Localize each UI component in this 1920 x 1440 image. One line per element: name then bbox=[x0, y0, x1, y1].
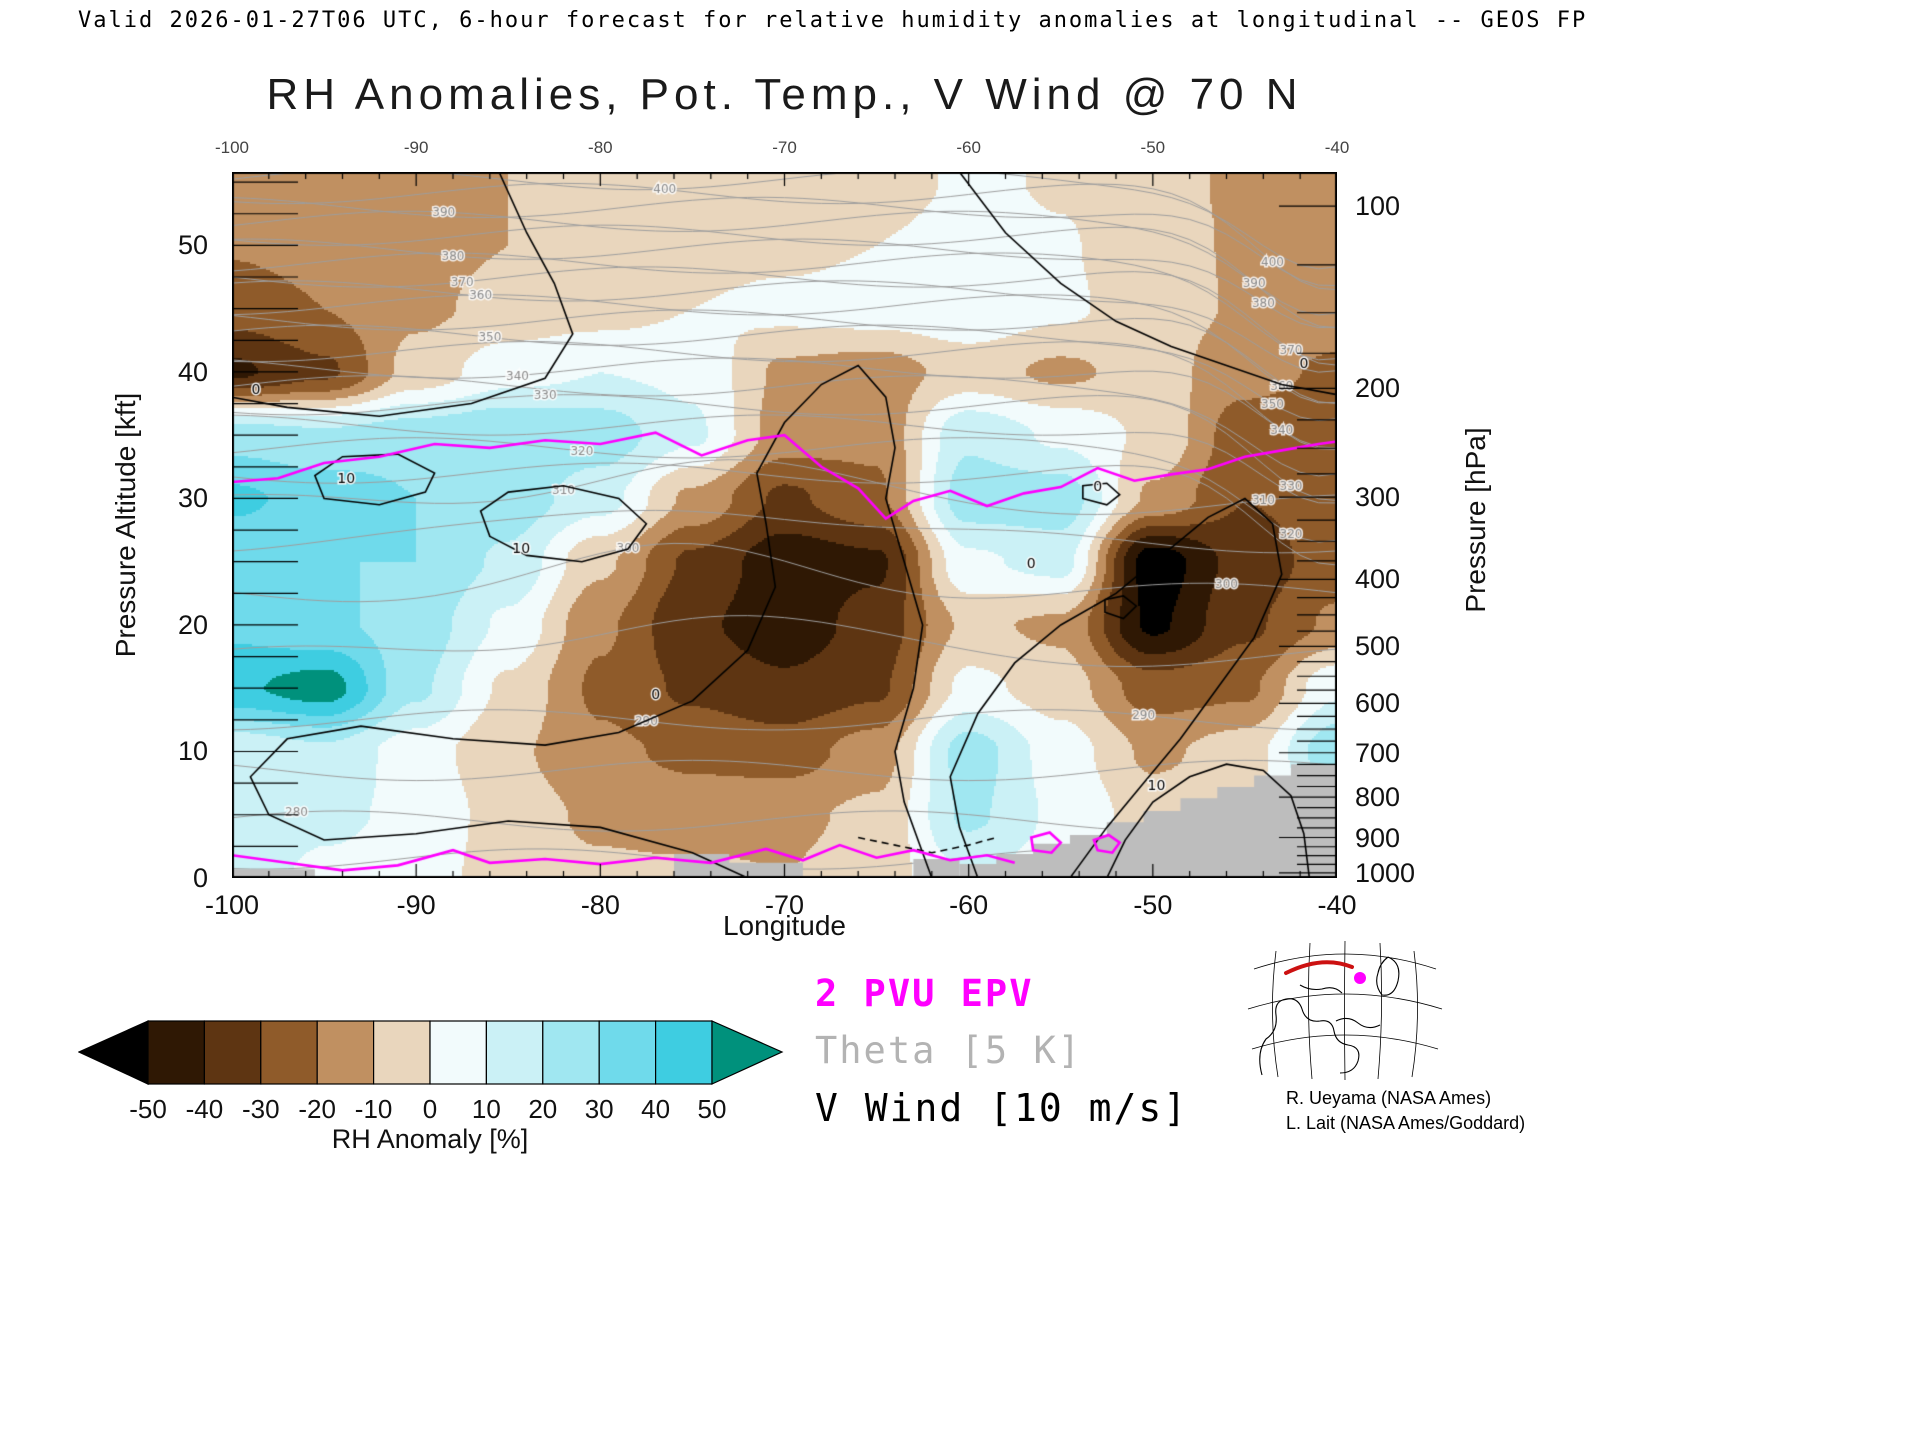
x-tick-label: -60 bbox=[949, 890, 989, 920]
page-title: RH Anomalies, Pot. Temp., V Wind @ 70 N bbox=[266, 70, 1303, 119]
colorbar-tick-label: 0 bbox=[422, 1094, 438, 1124]
x-top-tick-label: -40 bbox=[1324, 138, 1350, 157]
legend-v-wind: V Wind [10 m/s] bbox=[815, 1086, 1189, 1130]
legend-pvu-epv: 2 PVU EPV bbox=[815, 972, 1034, 1015]
y-left-tick-label: 0 bbox=[192, 863, 208, 893]
colorbar-segment bbox=[373, 1020, 431, 1085]
colorbar-tick-label: 20 bbox=[528, 1094, 558, 1124]
y-right-tick-label: 900 bbox=[1355, 822, 1401, 853]
rh-anomaly-field-canvas bbox=[232, 172, 1337, 878]
y-right-tick-label: 700 bbox=[1355, 737, 1401, 768]
x-tick-label: -90 bbox=[396, 890, 436, 920]
colorbar-left-arrow bbox=[78, 1020, 149, 1085]
inset-cross-section-marker bbox=[1354, 972, 1366, 984]
colorbar-tick-label: -10 bbox=[354, 1094, 393, 1124]
colorbar-segment bbox=[654, 1020, 713, 1085]
x-top-tick-label: -100 bbox=[214, 138, 250, 157]
x-tick-label: -40 bbox=[1317, 890, 1357, 920]
x-top-tick-label: -60 bbox=[956, 138, 981, 157]
inset-map bbox=[1247, 940, 1443, 1081]
colorbar-tick-label: 40 bbox=[641, 1094, 671, 1124]
y-right-tick-label: 100 bbox=[1355, 191, 1401, 222]
inset-coastlines bbox=[1259, 956, 1400, 1076]
inset-70n-line bbox=[1284, 960, 1354, 975]
valid-line: Valid 2026-01-27T06 UTC, 6-hour forecast… bbox=[78, 8, 1588, 33]
y-right-tick-label: 1000 bbox=[1355, 857, 1416, 888]
y-left-tick-label: 20 bbox=[177, 609, 208, 640]
x-top-tick-label: -80 bbox=[588, 138, 613, 157]
y-left-tick-label: 10 bbox=[177, 736, 208, 767]
y-left-tick-label: 30 bbox=[177, 483, 208, 514]
x-axis-label: Longitude bbox=[722, 910, 846, 941]
y-right-tick-label: 300 bbox=[1355, 482, 1401, 513]
colorbar-segment bbox=[429, 1020, 488, 1085]
colorbar-tick-label: -40 bbox=[185, 1094, 224, 1124]
colorbar-tick-label: -30 bbox=[242, 1094, 280, 1124]
x-top-tick-label: -50 bbox=[1140, 138, 1166, 157]
x-top-tick-label: -90 bbox=[403, 138, 429, 157]
colorbar-segment bbox=[147, 1020, 206, 1085]
credit-line-2: L. Lait (NASA Ames/Goddard) bbox=[1286, 1113, 1526, 1133]
colorbar-label: RH Anomaly [%] bbox=[331, 1124, 529, 1154]
credits: R. Ueyama (NASA Ames) L. Lait (NASA Ames… bbox=[1286, 1086, 1525, 1136]
y-right-tick-label: 600 bbox=[1355, 688, 1401, 719]
colorbar-segment bbox=[203, 1020, 262, 1085]
x-tick-label: -70 bbox=[764, 890, 805, 920]
colorbar-segment bbox=[260, 1020, 318, 1085]
y-right-tick-label: 200 bbox=[1355, 373, 1401, 404]
colorbar-tick-label: -20 bbox=[298, 1094, 336, 1124]
y-right-axis-label: Pressure [hPa] bbox=[1460, 427, 1491, 613]
x-top-tick-label: -70 bbox=[772, 138, 797, 157]
y-right-tick-label: 500 bbox=[1355, 631, 1401, 662]
x-tick-label: -80 bbox=[580, 890, 620, 920]
colorbar bbox=[78, 1020, 784, 1085]
colorbar-tick-label: -50 bbox=[129, 1094, 167, 1124]
colorbar-tick-label: 30 bbox=[584, 1094, 614, 1124]
colorbar-segment bbox=[316, 1020, 375, 1085]
legend: 2 PVU EPV Theta [5 K] V Wind [10 m/s] bbox=[815, 972, 1188, 1144]
colorbar-tick-label: 10 bbox=[471, 1094, 501, 1124]
colorbar-segment bbox=[542, 1020, 600, 1085]
colorbar-segment bbox=[598, 1020, 657, 1085]
y-left-tick-label: 50 bbox=[177, 230, 208, 261]
inset-graticule bbox=[1247, 940, 1443, 1081]
y-right-tick-label: 400 bbox=[1355, 564, 1401, 595]
colorbar-right-arrow bbox=[711, 1020, 784, 1085]
y-left-tick-label: 40 bbox=[177, 356, 208, 387]
colorbar-tick-label: 50 bbox=[697, 1094, 727, 1124]
colorbar-segment bbox=[485, 1020, 544, 1085]
cross-section-plot bbox=[232, 172, 1337, 878]
credit-line-1: R. Ueyama (NASA Ames) bbox=[1286, 1088, 1492, 1108]
legend-theta: Theta [5 K] bbox=[815, 1029, 1083, 1072]
x-tick-label: -50 bbox=[1133, 890, 1173, 920]
y-right-tick-label: 800 bbox=[1355, 782, 1401, 813]
x-tick-label: -100 bbox=[204, 890, 260, 920]
